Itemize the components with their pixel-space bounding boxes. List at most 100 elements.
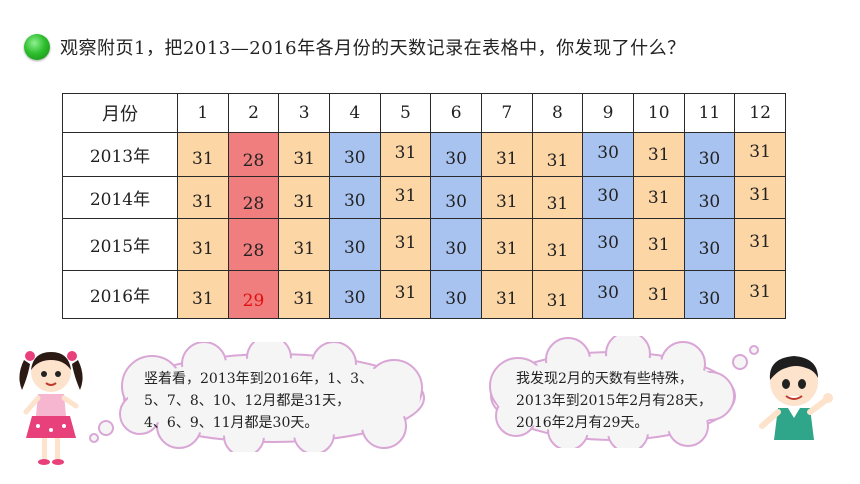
month-header-cell: 1: [177, 93, 229, 133]
day-count-value: 31: [749, 231, 771, 252]
cloud-shape-icon: [489, 336, 759, 448]
day-count-cell: 31: [734, 176, 786, 219]
day-count-value: 31: [293, 238, 315, 259]
day-count-value: 31: [495, 288, 518, 309]
question-text: 观察附页1，把2013—2016年各月份的天数记录在表格中，你发现了什么？: [60, 38, 686, 59]
day-count-value: 29: [242, 290, 265, 311]
day-count-cell: 31: [531, 270, 584, 319]
day-count-cell: 31: [278, 218, 330, 271]
right-speech-bubble: 我发现2月的天数有些特殊， 2013年到2015年2月有28天， 2016年2月…: [478, 336, 768, 448]
day-count-value: 30: [698, 238, 721, 259]
right-bubble-line: 2016年2月有29天。: [516, 415, 649, 431]
day-count-cell: 31: [278, 176, 330, 219]
day-count-cell: 31: [177, 176, 229, 219]
table-row: 2014年 31 28 31 30 31 30 31 31 30 31 30 31: [62, 176, 786, 219]
day-count-value: 30: [698, 191, 721, 212]
day-count-cell: 31: [531, 218, 584, 271]
month-header-cell: 6: [430, 93, 482, 133]
day-count-cell: 31: [177, 218, 229, 271]
day-count-cell: 31: [734, 218, 786, 271]
day-count-cell: 31: [632, 176, 685, 219]
day-count-cell: 30: [683, 270, 736, 319]
day-count-cell: 31: [379, 176, 432, 219]
day-count-value: 31: [192, 148, 214, 169]
month-days-table: 月份 1 2 3 4 5 6 7 8 9 10 11 12 2013年 31 28 3…: [62, 93, 786, 319]
day-count-cell: 30: [582, 218, 634, 271]
table-row: 2015年 31 28 31 30 31 30 31 31 30 31 30 31: [62, 218, 786, 271]
day-count-value: 31: [192, 191, 214, 212]
left-speech-bubble: 竖着看，2013年到2016年，1、3、 5、7、8、10、12月都是31天， …: [84, 342, 444, 452]
boy-character-icon: [759, 356, 833, 440]
year-cell: 2014年: [62, 176, 178, 219]
day-count-cell: 31: [531, 176, 584, 219]
right-bubble-line: 2013年到2015年2月有28天，: [516, 393, 712, 409]
day-count-value: 30: [445, 148, 467, 169]
day-count-cell: 28: [227, 176, 280, 219]
table-header-row: 月份 1 2 3 4 5 6 7 8 9 10 11 12: [62, 93, 786, 133]
year-cell: 2016年: [62, 270, 178, 319]
day-count-value: 28: [242, 193, 265, 214]
day-count-value: 31: [495, 191, 518, 212]
day-count-cell: 31: [278, 270, 330, 319]
day-count-cell: 30: [582, 132, 634, 177]
day-count-value: 30: [445, 238, 467, 259]
day-count-value: 31: [546, 290, 569, 311]
day-count-cell: 30: [430, 176, 482, 219]
month-header: 月份: [62, 93, 178, 133]
day-count-value: 30: [343, 147, 366, 168]
day-count-value: 30: [698, 148, 721, 169]
day-count-value: 31: [394, 282, 417, 303]
day-count-value: 31: [546, 193, 569, 214]
day-count-cell: 30: [430, 270, 482, 319]
day-count-cell: 30: [582, 270, 634, 319]
girl-character-icon: [19, 351, 83, 465]
table-row: 2013年 31 28 31 30 31 30 31 31 30 31 30 31: [62, 132, 786, 177]
month-header-cell: 10: [632, 93, 685, 133]
day-count-cell: 30: [328, 176, 381, 219]
day-count-cell: 31: [734, 132, 786, 177]
year-cell: 2013年: [62, 132, 178, 177]
month-header-cell: 2: [227, 93, 280, 133]
day-count-cell: 30: [683, 132, 736, 177]
question-line: 观察附页1，把2013—2016年各月份的天数记录在表格中，你发现了什么？: [24, 32, 686, 62]
month-header-cell: 5: [379, 93, 432, 133]
month-header-cell: 9: [582, 93, 634, 133]
day-count-value: 30: [698, 288, 721, 309]
green-ball-icon: [24, 34, 50, 60]
day-count-value: 30: [445, 191, 467, 212]
day-count-value: 30: [597, 282, 619, 303]
day-count-cell: 31: [480, 270, 533, 319]
month-header-cell: 12: [734, 93, 786, 133]
right-bubble-line: 我发现2月的天数有些特殊，: [516, 371, 693, 387]
day-count-value: 31: [749, 281, 771, 302]
day-count-value: 31: [546, 240, 569, 261]
day-count-cell: 31: [480, 218, 533, 271]
day-count-value: 31: [647, 144, 670, 165]
table-row: 2016年 31 29 31 30 31 30 31 31 30 31 30 31: [62, 270, 786, 319]
day-count-value: 30: [597, 142, 619, 163]
day-count-value: 31: [293, 288, 315, 309]
day-count-value: 28: [242, 150, 265, 171]
day-count-value: 30: [445, 288, 467, 309]
day-count-cell: 31: [278, 132, 330, 177]
day-count-cell: 31: [379, 132, 432, 177]
day-count-value: 30: [343, 190, 366, 211]
day-count-cell: 31: [177, 132, 229, 177]
left-bubble-line: 4、6、9、11月都是30天。: [144, 415, 319, 431]
day-count-cell: 31: [480, 132, 533, 177]
day-count-value: 31: [495, 238, 518, 259]
day-count-cell: 28: [227, 132, 280, 177]
day-count-value: 31: [495, 148, 518, 169]
day-count-value: 31: [192, 288, 214, 309]
day-count-value: 31: [394, 185, 417, 206]
day-count-cell: 31: [480, 176, 533, 219]
day-count-value: 31: [749, 141, 771, 162]
day-count-value: 30: [597, 185, 619, 206]
day-count-cell: 30: [328, 218, 381, 271]
day-count-cell: 31: [632, 218, 685, 271]
left-bubble-line: 竖着看，2013年到2016年，1、3、: [144, 371, 374, 387]
day-count-value: 31: [546, 150, 569, 171]
day-count-value: 30: [597, 232, 619, 253]
day-count-cell: 30: [328, 132, 381, 177]
day-count-value: 28: [242, 240, 265, 261]
